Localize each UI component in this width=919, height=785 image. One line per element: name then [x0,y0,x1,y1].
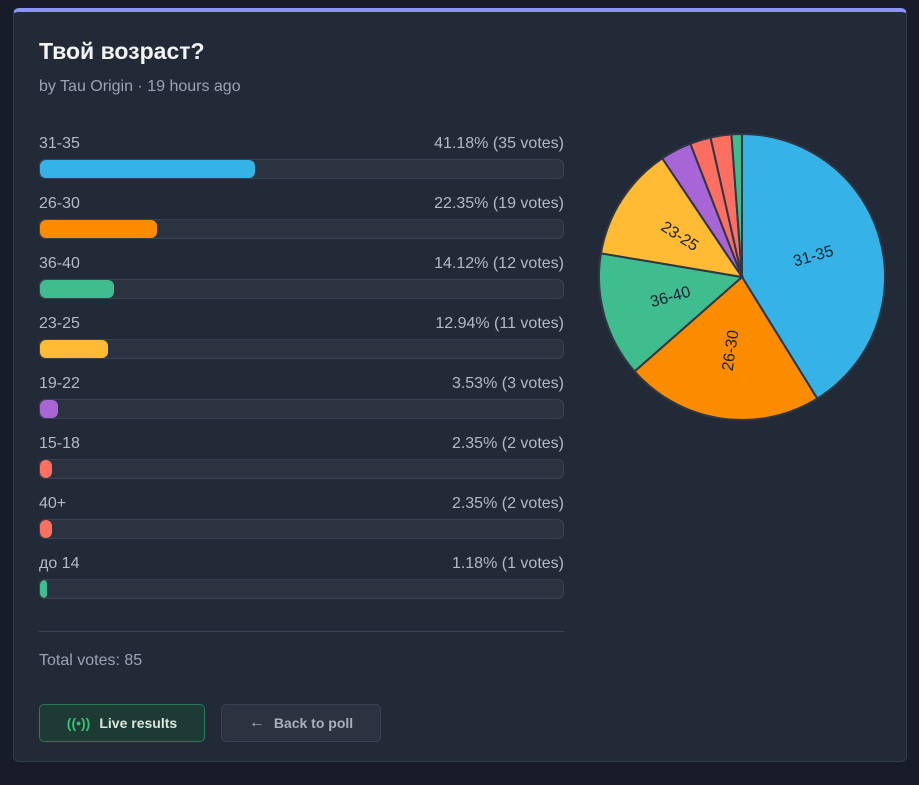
result-percentage: 1.18% (1 votes) [451,555,564,572]
result-percentage: 12.94% (11 votes) [435,315,564,332]
result-percentage: 2.35% (2 votes) [451,435,564,452]
result-percentage: 3.53% (3 votes) [451,375,564,392]
result-label: до 14 [39,555,80,572]
result-row: 19-22 3.53% (3 votes) [39,375,564,435]
result-bar-fill [40,520,53,538]
back-to-poll-button[interactable]: ← Back to poll [221,704,381,742]
pie-slice [599,156,745,279]
result-row: 26-30 22.35% (19 votes) [39,195,564,255]
poll-title: Твой возраст? [39,38,205,64]
result-bar-track [39,519,564,539]
result-bar-track [39,579,564,599]
result-bar-track [39,159,564,179]
result-bar-fill [40,160,256,178]
pie-slice-label: 26-30 [720,329,743,372]
result-label: 26-30 [39,195,80,212]
pie-slice [741,132,886,400]
result-bar-track [39,279,564,299]
arrow-left-icon: ← [248,714,265,731]
result-bar-fill [40,220,157,238]
pie-slice [633,275,819,421]
result-label: 40+ [39,495,67,512]
result-row: 15-18 2.35% (2 votes) [39,435,564,495]
poll-results-card: Твой возраст? by Tau Origin · 19 hours a… [13,8,907,762]
live-results-label: Live results [99,715,178,731]
result-label: 36-40 [39,255,80,272]
broadcast-icon: ((•)) [66,715,91,731]
back-to-poll-label: Back to poll [273,715,354,731]
result-bar-fill [40,580,47,598]
result-bar-track [39,459,564,479]
divider [39,631,564,632]
result-percentage: 2.35% (2 votes) [451,495,564,512]
result-bar-fill [40,400,59,418]
result-label: 31-35 [39,135,80,152]
result-percentage: 14.12% (12 votes) [434,255,564,272]
result-row: 31-35 41.18% (35 votes) [39,135,564,195]
result-row: 40+ 2.35% (2 votes) [39,495,564,555]
poll-meta: by Tau Origin · 19 hours ago [39,78,241,95]
result-bar-track [39,399,564,419]
result-label: 15-18 [39,435,80,452]
result-percentage: 41.18% (35 votes) [434,135,564,152]
result-label: 23-25 [39,315,80,332]
result-bar-fill [40,280,114,298]
result-label: 19-22 [39,375,80,392]
total-votes: Total votes: 85 [39,652,143,669]
pie-slice [730,132,743,278]
result-row: 23-25 12.94% (11 votes) [39,315,564,375]
result-bar-fill [40,340,108,358]
live-results-button[interactable]: ((•)) Live results [39,704,205,742]
result-percentage: 22.35% (19 votes) [434,195,564,212]
pie-slice [598,252,745,373]
result-bar-track [39,339,564,359]
result-row: до 14 1.18% (1 votes) [39,555,564,615]
result-bar-fill [40,460,53,478]
result-bar-track [39,219,564,239]
pie-chart: 31-35 26-30 36-40 23-25 [597,132,887,427]
result-row: 36-40 14.12% (12 votes) [39,255,564,315]
results-list: 31-35 41.18% (35 votes) 26-30 22.35% (19 vo… [39,135,564,615]
